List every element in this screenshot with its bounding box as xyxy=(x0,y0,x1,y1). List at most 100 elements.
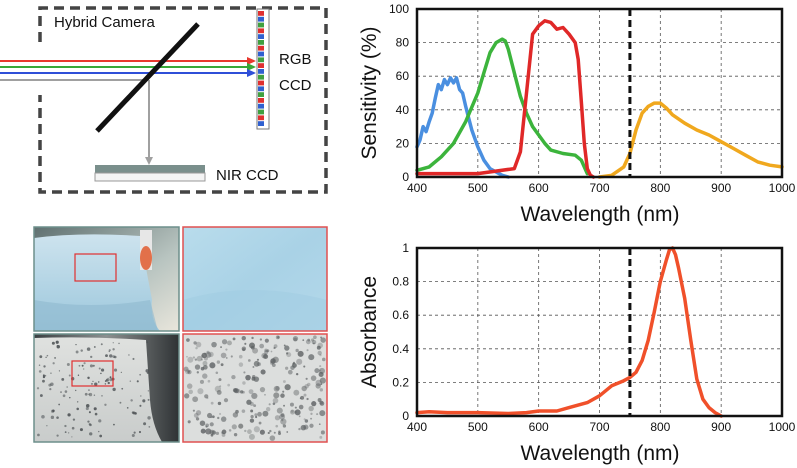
stain-dot xyxy=(113,423,115,426)
abs-y-tick-label: 0.2 xyxy=(392,375,409,389)
stain-dot xyxy=(54,356,57,359)
stain-dot xyxy=(90,355,93,359)
absorbance-y-ticks: 0 0.2 0.4 0.6 0.8 1 xyxy=(392,241,409,423)
stain-dot xyxy=(183,366,189,372)
stain-dot xyxy=(118,342,120,345)
stain-dot xyxy=(84,392,88,396)
stain-dot xyxy=(196,355,203,362)
stain-dot xyxy=(280,393,285,398)
stain-dot xyxy=(43,365,46,368)
stain-dot xyxy=(66,362,70,366)
stain-dot xyxy=(253,404,257,408)
stain-dot xyxy=(295,373,299,376)
stain-dot xyxy=(193,341,197,345)
stain-dot xyxy=(317,398,322,402)
stain-dot xyxy=(305,377,308,380)
stain-dot xyxy=(249,342,256,349)
stain-dot xyxy=(147,390,149,392)
stain-dot xyxy=(314,368,320,374)
stain-dot xyxy=(89,432,93,436)
stain-dot xyxy=(212,415,215,419)
stain-dot xyxy=(310,417,313,420)
stain-dot xyxy=(88,389,90,391)
stain-dot xyxy=(241,409,246,413)
stain-dot xyxy=(52,362,55,365)
stain-dot xyxy=(319,400,324,405)
stain-dot xyxy=(319,365,322,368)
stain-dot xyxy=(251,336,254,340)
stain-dot xyxy=(245,374,251,381)
nir-zoom-stain-dots xyxy=(183,335,326,441)
stain-dot xyxy=(44,374,47,377)
stain-dot xyxy=(197,388,204,395)
stain-dot xyxy=(202,373,208,379)
stain-dot xyxy=(200,358,203,361)
stain-dot xyxy=(210,416,213,419)
stain-dot xyxy=(109,354,113,358)
absorbance-x-ticks: 400 500 600 700 800 900 1000 xyxy=(407,420,796,434)
stain-dot xyxy=(269,435,276,441)
stain-dot xyxy=(298,404,304,410)
stain-dot xyxy=(254,413,258,417)
photo-visible-zoom xyxy=(182,226,328,332)
stain-dot xyxy=(210,401,214,405)
stain-dot xyxy=(215,371,219,374)
stain-dot xyxy=(148,426,151,428)
stain-dot xyxy=(81,364,84,367)
stain-dot xyxy=(319,401,325,406)
rgb-ccd-stripe xyxy=(258,40,264,45)
stain-dot xyxy=(275,386,280,391)
rgb-ccd-stripe xyxy=(258,69,264,74)
stain-dot xyxy=(218,378,222,382)
stain-dot xyxy=(192,396,199,403)
stain-dot xyxy=(249,418,255,423)
stain-dot xyxy=(195,346,198,350)
stain-dot xyxy=(38,370,42,373)
nir-ccd-label: NIR CCD xyxy=(216,167,279,184)
stain-dot xyxy=(206,350,210,354)
stain-dot xyxy=(205,425,208,428)
stain-dot xyxy=(308,354,315,361)
stain-dot xyxy=(315,379,322,387)
rgb-ccd-stripe xyxy=(258,92,264,97)
stain-dot xyxy=(219,412,222,416)
stain-dot xyxy=(313,342,315,345)
stain-dot xyxy=(58,403,61,406)
stain-dot xyxy=(257,411,262,417)
stain-dot xyxy=(202,360,208,366)
absorbance-series xyxy=(415,246,723,418)
sensitivity-y-label: Sensitivity (%) xyxy=(358,26,381,159)
stain-dot xyxy=(227,383,231,387)
sens-x-tick-label: 700 xyxy=(589,181,609,195)
stain-dot xyxy=(286,352,289,355)
abs-x-tick-label: 1000 xyxy=(769,420,796,434)
rgb-ccd-label-line1: RGB xyxy=(279,51,312,68)
stain-dot xyxy=(37,433,40,437)
stain-dot xyxy=(105,354,108,358)
stain-dot xyxy=(277,432,282,436)
stain-dot xyxy=(225,348,228,351)
stain-dot xyxy=(99,434,103,438)
sens-y-tick-label: 80 xyxy=(396,36,410,50)
stain-dot xyxy=(238,362,244,367)
stain-dot xyxy=(256,358,260,361)
sens-x-tick-label: 500 xyxy=(468,181,488,195)
stain-dot xyxy=(270,358,276,364)
stain-dot xyxy=(145,369,149,373)
stain-dot xyxy=(72,418,76,421)
stain-dot xyxy=(294,409,301,416)
stain-dot xyxy=(283,404,285,407)
stain-dot xyxy=(309,423,314,428)
sensitivity-x-label: Wavelength (nm) xyxy=(520,203,679,226)
stain-dot xyxy=(98,430,100,433)
stain-dot xyxy=(219,385,222,388)
beam-gray-arrowhead xyxy=(145,157,153,165)
abs-y-tick-label: 0.4 xyxy=(392,342,409,356)
stain-dot xyxy=(319,410,326,417)
stain-dot xyxy=(86,347,91,351)
stain-dot xyxy=(242,348,246,352)
stain-dot xyxy=(119,401,122,404)
stain-dot xyxy=(250,409,254,413)
abs-x-tick-label: 400 xyxy=(407,420,427,434)
stain-dot xyxy=(277,336,280,339)
